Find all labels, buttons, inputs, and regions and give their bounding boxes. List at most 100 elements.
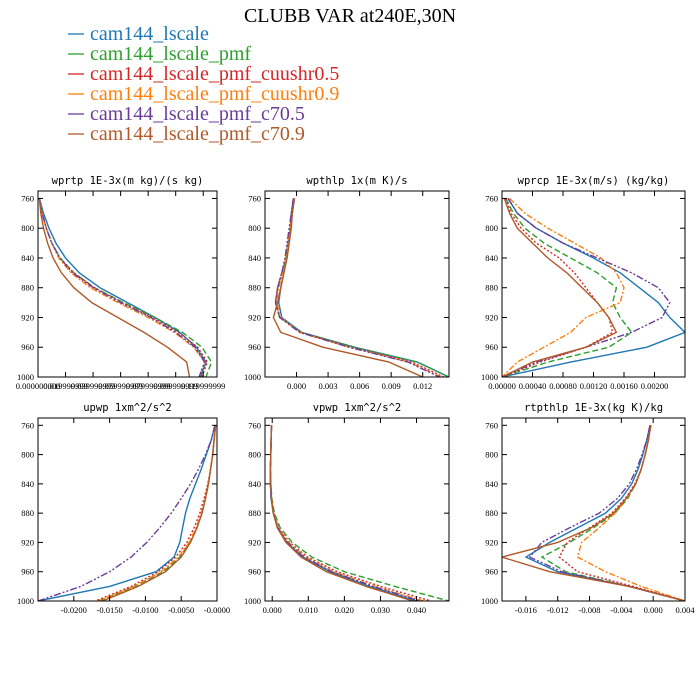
series-line-3 xyxy=(38,198,209,377)
y-tick-label: 880 xyxy=(21,508,34,518)
x-tick-label: 0.030 xyxy=(371,605,390,615)
y-tick-label: 760 xyxy=(248,420,261,430)
y-tick-label: 840 xyxy=(248,253,261,263)
x-tick-label: -0.0050 xyxy=(168,605,194,615)
x-tick-label: 0.079999999 xyxy=(126,381,171,391)
y-tick-label: 960 xyxy=(485,342,498,352)
series-line-4 xyxy=(502,197,625,377)
panel-title: rtpthlp 1E-3x(kg K)/kg xyxy=(524,402,663,414)
series-line-4 xyxy=(38,198,206,377)
series-group xyxy=(502,425,685,601)
legend-entry-1: cam144_lscale xyxy=(90,23,209,45)
y-tick-label: 760 xyxy=(248,193,261,203)
y-tick-label: 960 xyxy=(248,567,261,577)
legend: cam144_lscalecam144_lscale_pmfcam144_lsc… xyxy=(68,23,339,145)
panels: wprtp 1E-3x(m kg)/(s kg) 1000 960 920 880 840… xyxy=(16,175,696,615)
series-line-6 xyxy=(38,198,191,377)
series-line-5 xyxy=(38,425,216,601)
series-line-2 xyxy=(98,425,217,601)
y-tick-label: 1000 xyxy=(244,596,261,606)
y-tick-label: 920 xyxy=(485,312,498,322)
series-line-6 xyxy=(502,425,685,601)
series-line-2 xyxy=(274,198,449,377)
y-tick-label: 880 xyxy=(248,508,261,518)
y-tick-label: 800 xyxy=(21,450,34,460)
panel-title: vpwp 1xm^2/s^2 xyxy=(313,402,402,414)
x-tick-label: 0.020 xyxy=(335,605,354,615)
series-line-1 xyxy=(502,198,685,377)
x-tick-label: 0.00120 xyxy=(580,381,608,391)
y-tick-label: 880 xyxy=(485,508,498,518)
x-tick-label: 0.00160 xyxy=(610,381,638,391)
y-tick-label: 800 xyxy=(248,450,261,460)
x-tick-label: 0.006 xyxy=(350,381,369,391)
series-line-1 xyxy=(38,425,216,601)
plot-frame xyxy=(501,417,686,602)
x-tick-label: -0.012 xyxy=(547,605,569,615)
y-tick-label: 920 xyxy=(248,312,261,322)
legend-entry-5: cam144_lscale_pmf_c70.5 xyxy=(90,103,305,125)
x-tick-label: 0.000 xyxy=(644,605,663,615)
series-line-5 xyxy=(502,198,671,377)
series-group xyxy=(272,198,449,377)
x-tick-label: 0.019999999 xyxy=(43,381,88,391)
y-tick-label: 800 xyxy=(21,223,34,233)
series-group xyxy=(502,197,685,377)
series-line-4 xyxy=(576,425,685,601)
y-tick-label: 960 xyxy=(485,567,498,577)
plot-frame xyxy=(37,417,218,602)
x-tick-label: 0.039999999 xyxy=(71,381,116,391)
y-tick-label: 760 xyxy=(21,420,34,430)
y-tick-label: 800 xyxy=(485,450,498,460)
x-tick-label: 0.099999999 xyxy=(153,381,198,391)
y-tick-label: 1000 xyxy=(17,372,34,382)
y-tick-label: 1000 xyxy=(481,372,498,382)
legend-entry-2: cam144_lscale_pmf xyxy=(90,43,251,65)
x-tick-label: -0.0000 xyxy=(204,605,230,615)
y-tick-label: 880 xyxy=(21,283,34,293)
panel-title: wprtp 1E-3x(m kg)/(s kg) xyxy=(52,175,204,187)
x-tick-label: 0.003 xyxy=(319,381,338,391)
legend-entry-3: cam144_lscale_pmf_cuushr0.5 xyxy=(90,63,339,85)
y-tick-label: 920 xyxy=(21,312,34,322)
panel-5: vpwp 1xm^2/s^2 1000 960 920 880 840 800 760 0.00… xyxy=(244,402,450,615)
legend-entry-6: cam144_lscale_pmf_c70.9 xyxy=(90,123,305,145)
series-group xyxy=(38,198,213,377)
series-line-5 xyxy=(274,198,440,377)
x-tick-label: 0.059999999 xyxy=(98,381,143,391)
series-line-2 xyxy=(38,198,213,377)
x-tick-label: 0.012 xyxy=(413,381,432,391)
y-tick-label: 920 xyxy=(21,537,34,547)
panel-2: wpthlp 1x(m K)/s 1000 960 920 880 840 800 760 0.… xyxy=(244,175,450,391)
panel-1: wprtp 1E-3x(m kg)/(s kg) 1000 960 920 880 840… xyxy=(16,175,226,391)
y-tick-label: 880 xyxy=(248,283,261,293)
figure-title: CLUBB VAR at240E,30N xyxy=(244,5,456,27)
y-tick-label: 880 xyxy=(485,283,498,293)
y-tick-label: 960 xyxy=(21,567,34,577)
x-tick-label: 0.040 xyxy=(407,605,426,615)
series-line-3 xyxy=(269,425,432,601)
series-line-1 xyxy=(38,198,207,377)
panel-title: wpthlp 1x(m K)/s xyxy=(306,175,407,187)
panel-4: upwp 1xm^2/s^2 1000 960 920 880 840 800 760 -0.0… xyxy=(17,402,230,615)
x-tick-label: 0.00200 xyxy=(641,381,669,391)
y-tick-label: 1000 xyxy=(17,596,34,606)
series-line-5 xyxy=(529,425,685,601)
x-tick-label: 0.004 xyxy=(675,605,695,615)
series-line-6 xyxy=(272,198,423,377)
x-tick-label: -0.004 xyxy=(610,605,633,615)
y-tick-label: 920 xyxy=(248,537,261,547)
y-tick-label: 760 xyxy=(485,193,498,203)
x-tick-label: 0.00000 xyxy=(488,381,516,391)
panel-3: wprcp 1E-3x(m/s) (kg/kg) 1000 960 920 880 840… xyxy=(481,175,686,391)
y-tick-label: 800 xyxy=(248,223,261,233)
y-tick-label: 840 xyxy=(21,479,34,489)
x-tick-label: 0.000 xyxy=(263,605,282,615)
x-tick-label: 0.000000000 xyxy=(16,381,61,391)
series-line-5 xyxy=(38,198,206,377)
panel-title: upwp 1xm^2/s^2 xyxy=(83,402,172,414)
x-tick-label: 0.00080 xyxy=(549,381,577,391)
x-tick-label: -0.0100 xyxy=(132,605,158,615)
series-line-6 xyxy=(269,425,414,601)
x-tick-label: 0.009 xyxy=(382,381,401,391)
